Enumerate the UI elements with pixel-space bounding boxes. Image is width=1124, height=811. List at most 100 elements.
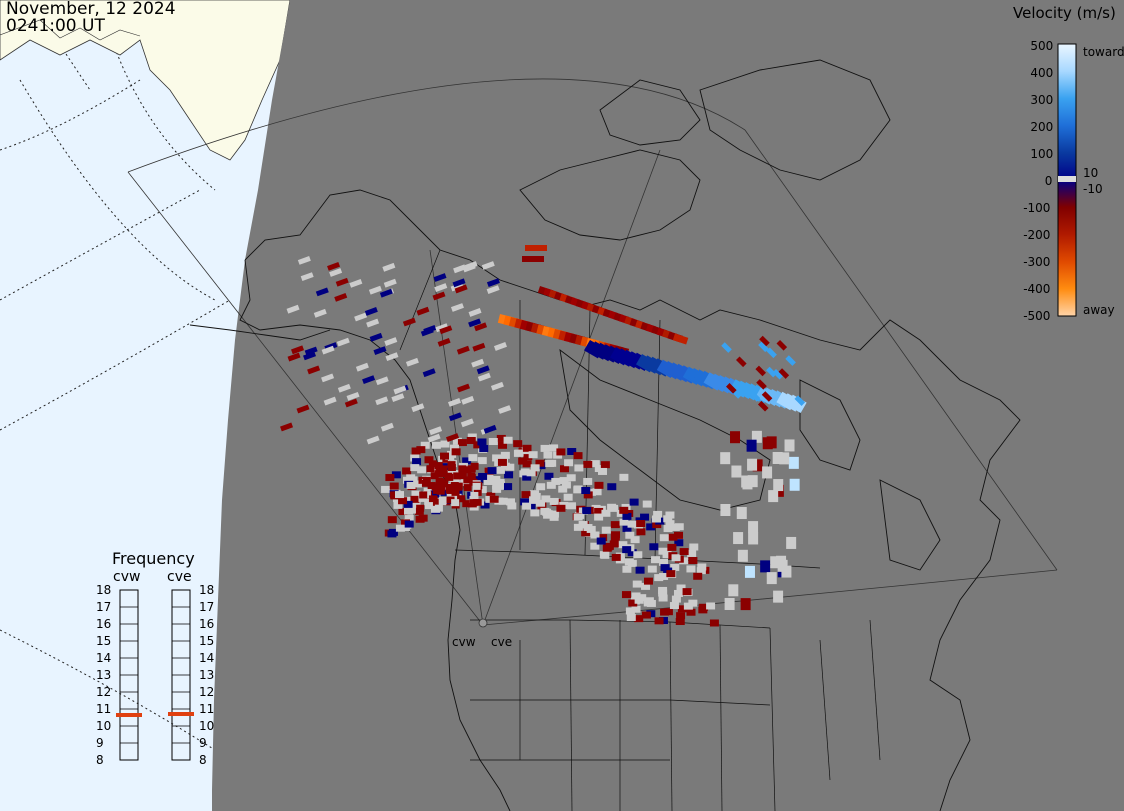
scatter-cell (416, 446, 426, 454)
scatter-cell (749, 391, 761, 402)
scatter-cell (766, 347, 777, 359)
scatter-cell (497, 458, 507, 466)
scatter-cell (556, 448, 566, 456)
scatter-cell (383, 278, 397, 288)
scatter-cell (607, 483, 617, 491)
scatter-cell (594, 481, 604, 489)
freq-tick-right: 10 (199, 719, 215, 733)
scatter-cell (427, 433, 441, 443)
scatter-cell (419, 491, 428, 499)
scatter-cell (477, 372, 491, 382)
scatter-cell (778, 368, 790, 379)
scatter-cell (625, 607, 635, 615)
scatter-cell (663, 515, 673, 523)
scatter-cell (526, 469, 536, 477)
scatter-cell (303, 351, 317, 361)
scatter-cell (450, 303, 464, 312)
scatter-cell (773, 590, 784, 603)
velocity-tick: 0 (1044, 174, 1053, 188)
scatter-cell (457, 439, 467, 447)
scatter-cell (561, 481, 571, 489)
freq-tick-right: 13 (199, 668, 215, 682)
scatter-cell (448, 412, 462, 422)
away-label: away (1083, 303, 1115, 317)
scatter-cell (747, 475, 758, 488)
scatter-cell (411, 403, 425, 413)
scatter-cell (478, 472, 488, 480)
freq-tick-left: 16 (96, 617, 112, 631)
scatter-cell (334, 292, 348, 302)
freq-tick-left: 14 (96, 651, 112, 665)
scatter-cell (540, 444, 550, 452)
scatter-cell (366, 318, 380, 328)
scatter-cell (724, 597, 735, 610)
scatter-cell (601, 526, 611, 534)
scatter-cell (393, 385, 407, 395)
scatter-cell (636, 520, 646, 528)
scatter-cell (522, 473, 532, 481)
scatter-cell (364, 307, 378, 316)
scatter-cell (636, 528, 646, 536)
scatter-cell (543, 511, 553, 519)
scatter-cell (665, 511, 675, 519)
freq-tick-left: 18 (96, 583, 112, 597)
scatter-cell (556, 504, 566, 512)
scatter-cell (536, 483, 546, 491)
scatter-cell (731, 465, 742, 478)
scatter-cell (398, 497, 408, 505)
scatter-cell (412, 458, 422, 466)
scatter-cell (760, 560, 771, 573)
scatter-cell (416, 504, 425, 512)
scatter-cell (402, 467, 412, 475)
scatter-cell (746, 439, 757, 452)
scatter-cell (594, 513, 604, 521)
scatter-cell (468, 308, 482, 317)
freq-tick-right: 8 (199, 753, 207, 767)
scatter-cell (500, 451, 510, 459)
scatter-cell (498, 405, 512, 414)
scatter-cell (430, 490, 440, 498)
scatter-cell (461, 395, 475, 405)
scatter-cell (472, 342, 486, 352)
scatter-cell (490, 381, 504, 391)
scatter-cell (476, 365, 490, 375)
scatter-cell (590, 460, 600, 468)
scatter-cell (660, 564, 670, 572)
freq-marker-cve (168, 712, 194, 716)
scatter-cell (503, 436, 513, 444)
scatter-cell (366, 435, 380, 445)
scatter-cell (567, 447, 577, 455)
scatter-cell (491, 475, 501, 483)
freq-tick-left: 15 (96, 634, 112, 648)
scatter-cell (296, 404, 310, 414)
scatter-cell (640, 513, 650, 521)
freq-radar-cve: cve (167, 569, 192, 585)
scatter-cell (336, 337, 350, 347)
scatter-cell (676, 584, 686, 592)
scatter-cell (495, 466, 505, 474)
scatter-cell (590, 531, 600, 539)
scatter-cell (687, 549, 697, 557)
scatter-cell (507, 502, 517, 510)
scatter-cell (709, 619, 719, 627)
scatter-cell (578, 521, 588, 529)
scatter-cell (631, 605, 641, 613)
scatter-cell (642, 500, 652, 508)
scatter-cell (566, 474, 576, 482)
velocity-tick: -400 (1023, 282, 1051, 296)
scatter-cell (546, 481, 556, 489)
scatter-cell (747, 458, 758, 471)
scatter-cell (773, 479, 784, 492)
scatter-cell (677, 605, 687, 613)
scatter-cell (596, 537, 606, 545)
scatter-cell (590, 542, 600, 550)
scatter-cell (457, 383, 471, 393)
scatter-cell (535, 459, 545, 467)
scatter-cell (505, 463, 515, 471)
scatter-cell (404, 514, 414, 522)
scatter-cell (483, 424, 497, 434)
radar-coverage-area (212, 0, 1124, 811)
scatter-cell (446, 496, 455, 504)
scatter-cell (315, 287, 329, 297)
